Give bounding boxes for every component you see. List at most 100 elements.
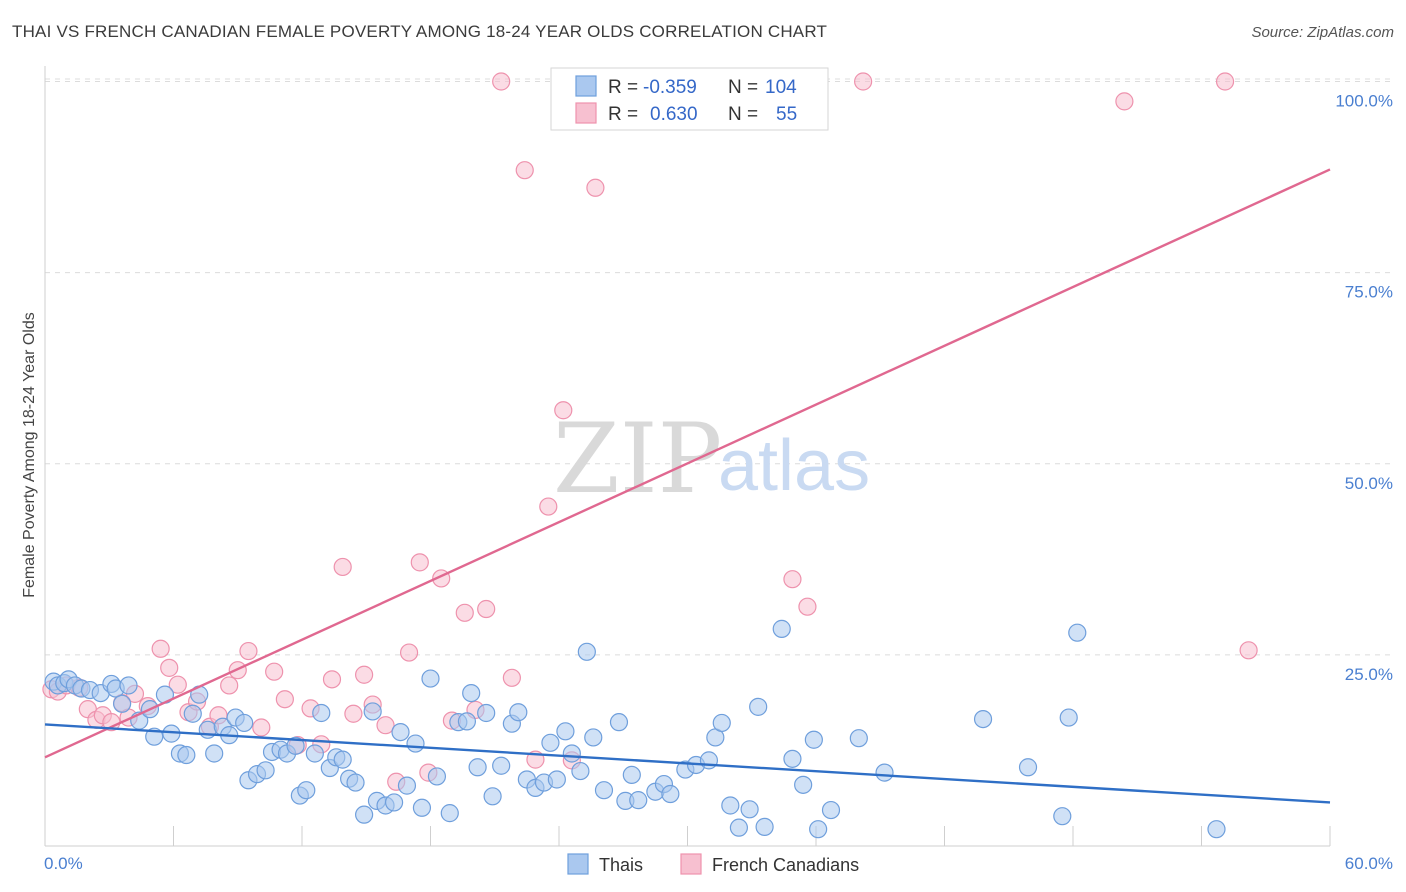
point-thais-50 xyxy=(406,734,425,753)
point-french-canadians-53 xyxy=(798,597,817,616)
point-thais-33 xyxy=(286,736,305,755)
gridlines xyxy=(45,78,1390,656)
legend-r-value-thais: -0.359 xyxy=(643,77,697,98)
point-thais-29 xyxy=(256,761,275,780)
watermark-zip: ZIP xyxy=(553,403,722,515)
y-axis-label: Female Poverty Among 18-24 Year Olds xyxy=(21,312,38,598)
point-thais-60 xyxy=(483,787,502,806)
point-french-canadians-43 xyxy=(492,72,511,91)
point-thais-89 xyxy=(740,800,759,819)
point-french-canadians-45 xyxy=(515,161,534,180)
legend-box xyxy=(550,67,829,131)
point-thais-102 xyxy=(1053,807,1072,826)
point-thais-70 xyxy=(562,744,581,763)
point-thais-104 xyxy=(1068,623,1087,642)
point-thais-73 xyxy=(584,728,603,747)
legend-n-value-french-canadians: 55 xyxy=(776,104,797,125)
point-thais-97 xyxy=(821,800,841,820)
point-thais-92 xyxy=(772,619,791,638)
point-thais-88 xyxy=(729,818,749,837)
point-french-canadians-23 xyxy=(265,662,284,681)
point-thais-19 xyxy=(183,704,202,723)
point-french-canadians-21 xyxy=(239,641,258,661)
point-thais-18 xyxy=(177,745,196,765)
point-french-canadians-22 xyxy=(252,718,271,737)
point-french-canadians-56 xyxy=(1215,72,1235,91)
point-thais-44 xyxy=(363,702,382,721)
point-thais-43 xyxy=(355,805,374,824)
point-french-canadians-14 xyxy=(168,675,187,694)
series-legend-swatch-thais xyxy=(567,853,589,875)
point-thais-96 xyxy=(809,820,828,839)
point-french-canadians-50 xyxy=(586,178,605,197)
point-thais-11 xyxy=(119,676,138,695)
point-thais-69 xyxy=(556,722,575,741)
chart-title: THAI VS FRENCH CANADIAN FEMALE POVERTY A… xyxy=(12,22,828,41)
point-french-canadians-35 xyxy=(399,643,419,662)
point-thais-42 xyxy=(346,773,365,792)
chart-source: Source: ZipAtlas.com xyxy=(1251,24,1394,41)
point-thais-77 xyxy=(622,765,641,785)
point-thais-87 xyxy=(721,796,740,815)
legend-r-label-french-canadians: R = xyxy=(608,104,638,125)
point-french-canadians-36 xyxy=(410,553,429,572)
point-french-canadians-57 xyxy=(1239,641,1258,660)
point-thais-81 xyxy=(661,784,680,804)
legend-n-label-french-canadians: N = xyxy=(728,104,758,125)
point-french-canadians-31 xyxy=(355,665,374,684)
series-legend-label-thais: Thais xyxy=(599,855,643,875)
legend-n-value-thais: 104 xyxy=(765,77,797,98)
point-thais-35 xyxy=(297,781,316,800)
point-thais-74 xyxy=(594,781,614,800)
point-thais-48 xyxy=(391,722,410,742)
series-legend-swatch-french-canadians xyxy=(680,853,702,875)
point-thais-90 xyxy=(749,697,768,716)
point-thais-68 xyxy=(547,770,566,789)
legend-r-value-french-canadians: 0.630 xyxy=(650,104,698,125)
point-thais-98 xyxy=(849,729,868,748)
point-thais-59 xyxy=(477,703,496,723)
y-tick-label-2: 75.0% xyxy=(1345,283,1393,302)
y-tick-labels: 25.0% 50.0% 75.0% 100.0% xyxy=(1335,92,1393,684)
y-tick-label-3: 100.0% xyxy=(1335,92,1393,111)
point-french-canadians-47 xyxy=(539,497,558,516)
trend-lines xyxy=(44,168,1331,804)
series-legend: Thais French Canadians xyxy=(567,853,859,875)
point-french-canadians-42 xyxy=(477,599,496,619)
legend-n-label-thais: N = xyxy=(728,77,758,98)
x-tick-labels: 0.0% 60.0% xyxy=(44,854,1393,873)
y-tick-label-0: 25.0% xyxy=(1345,665,1393,684)
point-french-canadians-29 xyxy=(333,557,352,577)
point-french-canadians-13 xyxy=(160,658,179,677)
point-thais-75 xyxy=(609,713,629,732)
point-thais-54 xyxy=(440,804,459,823)
point-thais-86 xyxy=(712,713,731,733)
point-french-canadians-44 xyxy=(502,668,521,687)
point-french-canadians-52 xyxy=(783,570,802,589)
point-thais-78 xyxy=(629,791,648,810)
point-thais-47 xyxy=(384,793,404,812)
trend-line-french-canadians xyxy=(44,168,1331,759)
point-thais-53 xyxy=(427,767,447,786)
point-thais-105 xyxy=(1207,820,1226,839)
x-tick-label-1: 60.0% xyxy=(1345,854,1393,873)
point-french-canadians-12 xyxy=(151,639,170,658)
point-thais-52 xyxy=(421,669,440,688)
point-thais-72 xyxy=(577,642,596,661)
point-thais-56 xyxy=(457,712,477,731)
point-french-canadians-54 xyxy=(854,72,873,91)
point-thais-51 xyxy=(412,798,432,817)
point-thais-94 xyxy=(794,775,813,794)
point-thais-91 xyxy=(755,817,774,836)
y-tick-label-1: 50.0% xyxy=(1345,474,1393,493)
point-thais-99 xyxy=(875,763,894,782)
legend-r-label-thais: R = xyxy=(608,77,638,98)
point-thais-67 xyxy=(541,733,560,752)
point-thais-40 xyxy=(333,750,352,769)
point-thais-101 xyxy=(1018,758,1038,777)
trend-line-thais xyxy=(44,723,1331,804)
point-thais-84 xyxy=(699,751,719,770)
point-thais-93 xyxy=(783,749,802,768)
point-french-canadians-33 xyxy=(376,716,395,735)
series-legend-label-french-canadians: French Canadians xyxy=(712,855,859,875)
